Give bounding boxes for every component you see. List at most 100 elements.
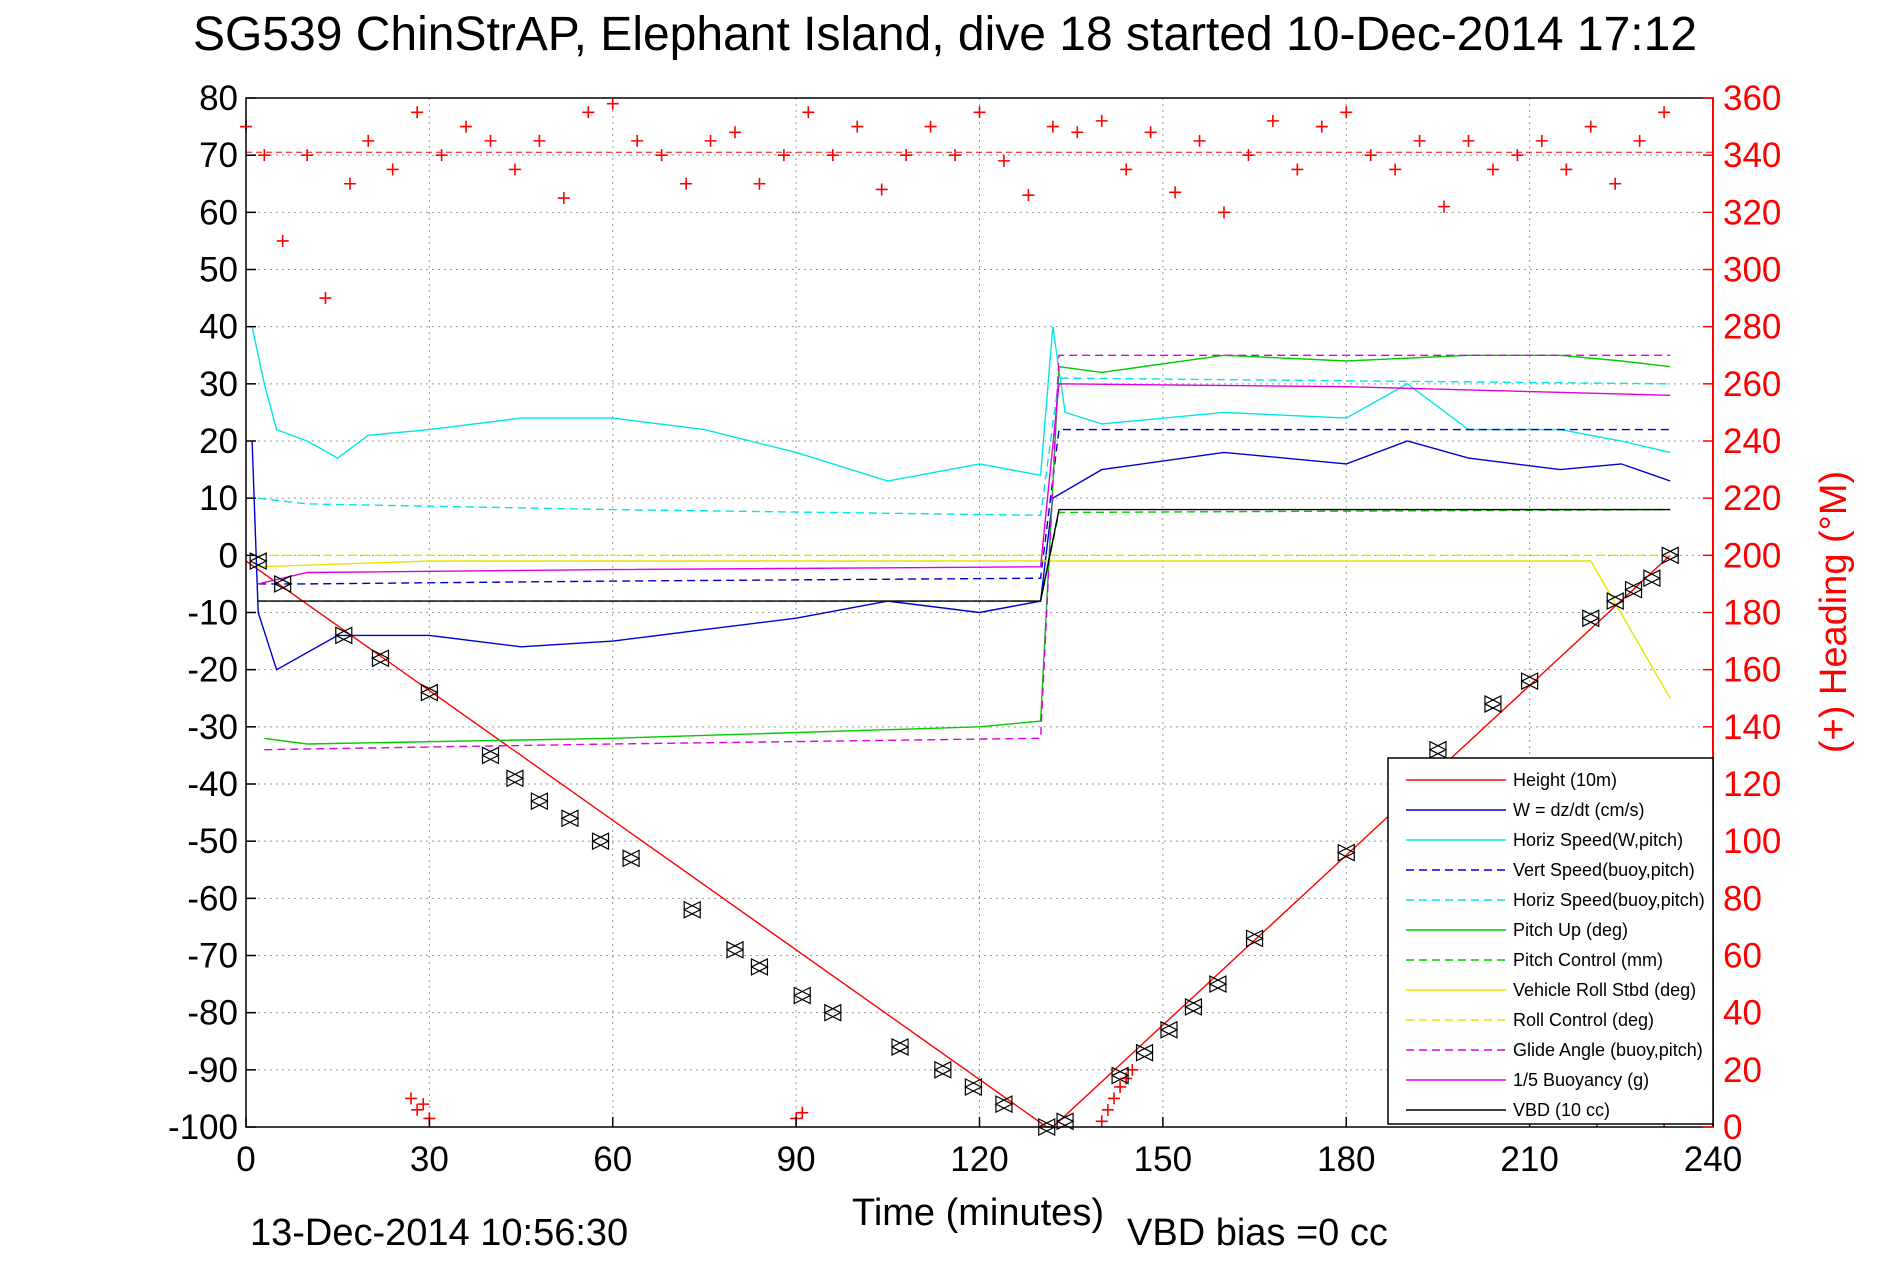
legend-entry-label: Vert Speed(buoy,pitch): [1513, 860, 1695, 880]
y-tick-label: 0: [219, 536, 238, 575]
heading-marker: [704, 134, 717, 147]
depth-marker: [823, 1003, 843, 1022]
depth-marker: [1110, 1066, 1130, 1085]
depth-marker: [591, 832, 610, 851]
y-right-tick-label: 320: [1723, 193, 1781, 232]
x-axis-label: Time (minutes): [852, 1192, 1104, 1234]
y-right-tick-label: 360: [1723, 79, 1781, 118]
heading-marker: [411, 106, 424, 119]
heading-marker: [1389, 163, 1402, 176]
heading-marker: [258, 149, 271, 162]
depth-marker: [1605, 592, 1625, 611]
heading-low-marker: [1114, 1080, 1127, 1093]
depth-marker: [1055, 1112, 1075, 1131]
heading-marker: [1413, 134, 1426, 147]
y-right-tick-label: 300: [1723, 251, 1781, 290]
y-right-tick-label: 260: [1723, 365, 1781, 404]
heading-marker: [508, 163, 521, 176]
heading-marker: [1364, 149, 1377, 162]
x-tick-label: 60: [593, 1140, 632, 1179]
depth-marker: [1245, 929, 1264, 948]
depth-marker: [334, 626, 354, 645]
y-right-tick-label: 80: [1723, 879, 1762, 918]
depth-marker: [530, 792, 549, 811]
depth-marker: [1581, 609, 1601, 628]
heading-marker: [1095, 114, 1108, 127]
legend-entry-label: Height (10m): [1513, 770, 1617, 790]
legend-entry-label: Horiz Speed(buoy,pitch): [1513, 890, 1705, 910]
series-line-7: [258, 560, 1671, 699]
heading-marker: [1266, 114, 1279, 127]
heading-marker: [1340, 106, 1353, 119]
legend: Height (10m) W = dz/dt (cm/s) Horiz Speed(…: [1387, 757, 1714, 1125]
depth-marker: [933, 1060, 953, 1079]
heading-marker: [1120, 163, 1133, 176]
legend-entry-label: Horiz Speed(W,pitch): [1513, 830, 1683, 850]
legend-entry-label: Glide Angle (buoy,pitch): [1513, 1040, 1703, 1060]
heading-marker: [1022, 189, 1035, 202]
series-line-11: [258, 508, 1671, 602]
x-tick-label: 30: [410, 1140, 449, 1179]
y-right-tick-label: 240: [1723, 422, 1781, 461]
heading-marker: [631, 134, 644, 147]
depth-marker: [1135, 1043, 1154, 1062]
series-line-3: [258, 428, 1671, 585]
heading-marker: [1658, 106, 1671, 119]
heading-marker: [1144, 126, 1157, 139]
heading-low-marker: [1095, 1115, 1108, 1128]
y-tick-label: 10: [199, 479, 238, 518]
heading-marker: [777, 149, 790, 162]
depth-marker: [560, 809, 580, 828]
depth-marker: [1428, 740, 1448, 759]
heading-marker: [1511, 149, 1524, 162]
x-tick-label: 210: [1500, 1140, 1558, 1179]
depth-marker: [890, 1037, 910, 1056]
x-tick-label: 180: [1317, 1140, 1375, 1179]
x-axis-ticks: 0 30 60 90 120 150 180 210 240: [236, 1117, 1742, 1179]
y-tick-label: 20: [199, 422, 238, 461]
y-tick-label: 70: [199, 136, 238, 175]
depth-marker: [1208, 975, 1228, 994]
x-tick-label: 240: [1684, 1140, 1742, 1179]
x-tick-label: 150: [1134, 1140, 1192, 1179]
legend-box: [1387, 757, 1714, 1125]
heading-marker: [435, 149, 448, 162]
legend-entry-label: Pitch Up (deg): [1513, 920, 1628, 940]
plot-area: [240, 97, 1713, 1136]
y-right-tick-label: 220: [1723, 479, 1781, 518]
y-right-tick-label: 180: [1723, 594, 1781, 633]
heading-marker: [1584, 120, 1597, 133]
y-tick-label: -100: [168, 1108, 238, 1147]
heading-marker: [557, 192, 570, 205]
heading-marker: [582, 106, 595, 119]
y-right-tick-label: 120: [1723, 765, 1781, 804]
heading-marker: [851, 120, 864, 133]
y-tick-label: -80: [187, 994, 238, 1033]
depth-marker: [964, 1078, 983, 1096]
series-line-4: [258, 377, 1671, 517]
heading-marker: [1560, 163, 1573, 176]
heading-low-marker: [796, 1106, 809, 1119]
depth-marker: [371, 649, 390, 668]
heading-marker: [655, 149, 668, 162]
heading-marker: [1291, 163, 1304, 176]
heading-marker: [1462, 134, 1475, 147]
y-tick-label: 80: [199, 79, 238, 118]
heading-marker: [949, 149, 962, 162]
heading-marker: [1438, 200, 1451, 213]
heading-marker: [343, 177, 356, 190]
y-right-tick-label: 200: [1723, 536, 1781, 575]
heading-marker: [680, 177, 693, 190]
heading-low-marker: [405, 1092, 418, 1105]
heading-marker: [1071, 126, 1084, 139]
y-tick-label: 60: [199, 193, 238, 232]
y-right-tick-label: 40: [1723, 994, 1762, 1033]
y-right-axis-label: (+) Heading (°M): [1813, 471, 1855, 753]
depth-marker: [1624, 580, 1643, 599]
y-right-axis-ticks: 3603403203002802602402202001801601401201…: [1703, 79, 1781, 1147]
depth-marker: [1660, 546, 1680, 565]
depth-marker: [505, 769, 525, 788]
y-tick-label: 40: [199, 308, 238, 347]
y-tick-label: -20: [187, 651, 238, 690]
depth-marker: [1483, 694, 1503, 713]
